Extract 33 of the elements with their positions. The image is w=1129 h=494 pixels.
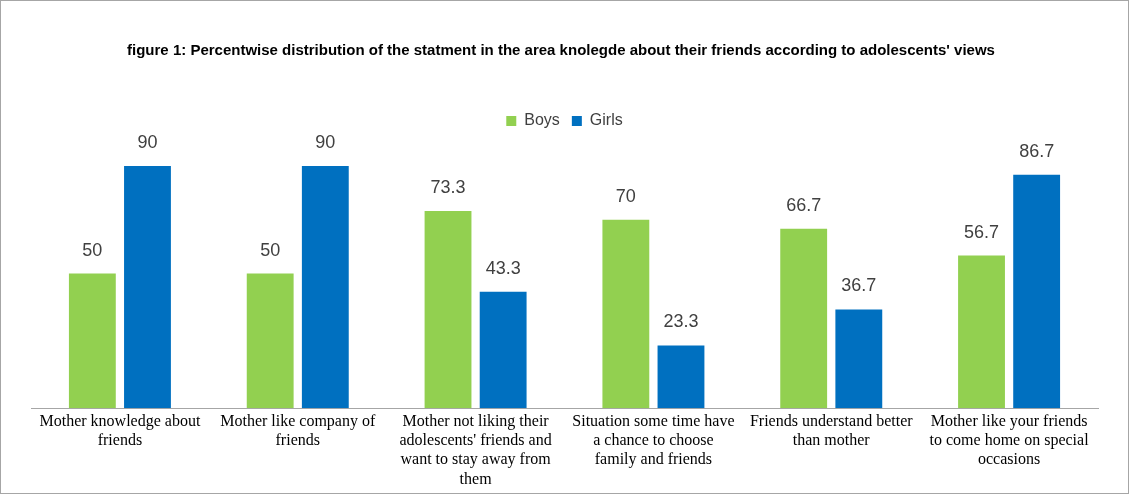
bar bbox=[301, 165, 349, 409]
bar bbox=[424, 210, 472, 409]
data-label: 90 bbox=[315, 131, 336, 152]
bar bbox=[602, 219, 650, 409]
data-label: 56.7 bbox=[964, 221, 1000, 242]
x-tick-label: Mother knowledge about friends bbox=[39, 412, 201, 449]
data-label: 50 bbox=[260, 239, 281, 260]
x-tick-label: Mother like your friends to come home on special occasions bbox=[929, 412, 1090, 468]
data-label: 36.7 bbox=[841, 275, 877, 296]
bar bbox=[1013, 174, 1061, 409]
data-label: 50 bbox=[82, 239, 103, 260]
bar bbox=[835, 309, 883, 409]
bar bbox=[124, 165, 171, 409]
bar bbox=[780, 228, 828, 409]
bar bbox=[68, 273, 116, 409]
data-label: 73.3 bbox=[430, 176, 466, 197]
legend-label: Boys bbox=[524, 111, 560, 129]
chart-title: figure 1: Percentwise distribution of the statment in the area knolegde about their friends according to adolescents' views bbox=[126, 40, 996, 60]
bar bbox=[246, 273, 294, 409]
data-label: 43.3 bbox=[485, 257, 521, 278]
bar bbox=[958, 255, 1005, 409]
data-label: 86.7 bbox=[1019, 140, 1055, 161]
x-tick-label: Situation some time have a chance to choose family and friends bbox=[572, 412, 735, 469]
bar bbox=[479, 291, 527, 409]
legend-label: Girls bbox=[589, 111, 623, 129]
x-tick-label: Mother like company of friends bbox=[220, 412, 376, 449]
bar bbox=[657, 345, 705, 409]
x-tick-label: Mother not liking their adolescents' friends and want to stay away from them bbox=[399, 412, 552, 487]
x-tick-label: Friends understand better than mother bbox=[749, 412, 914, 449]
data-label: 90 bbox=[137, 131, 158, 152]
data-label: 66.7 bbox=[786, 194, 822, 215]
data-label: 70 bbox=[615, 185, 636, 206]
data-label: 23.3 bbox=[663, 311, 699, 332]
